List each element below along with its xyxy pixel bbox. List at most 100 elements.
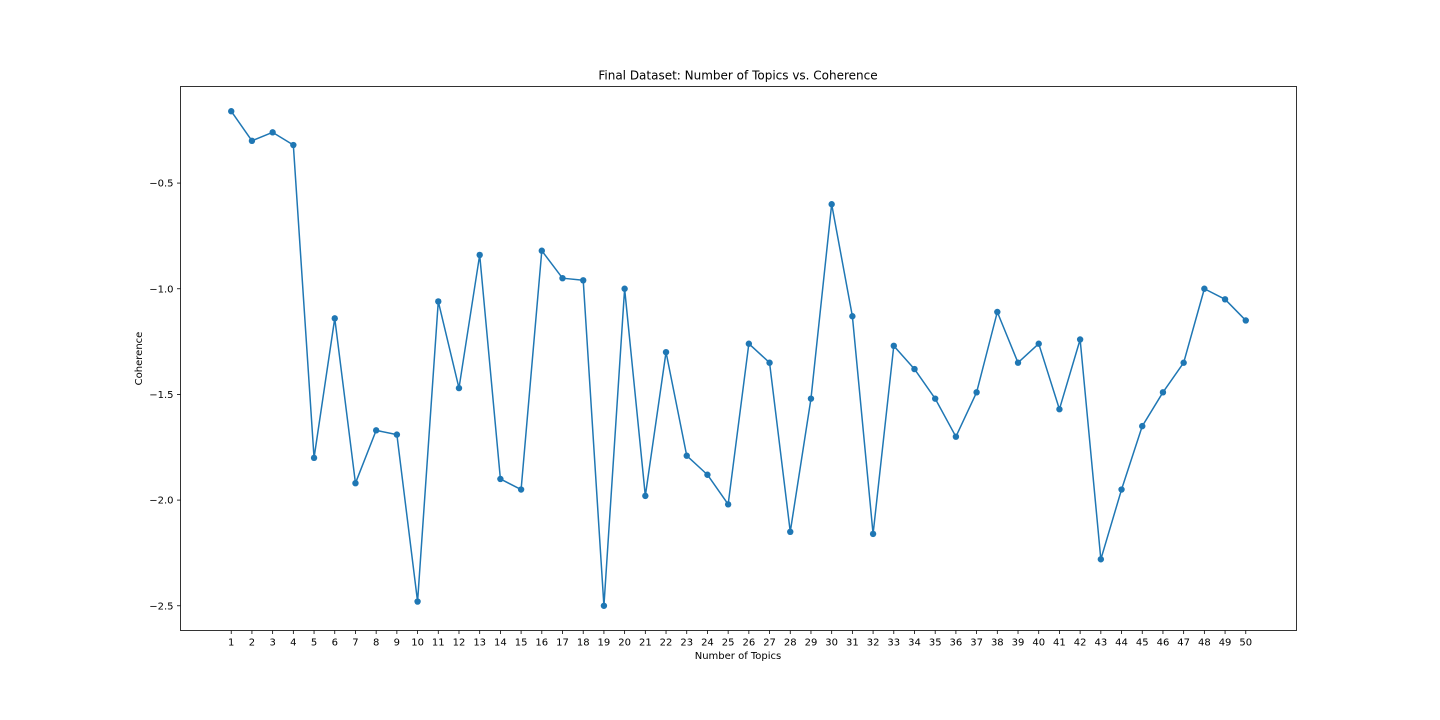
y-tick-label: −1.0 <box>149 284 173 295</box>
x-tick-label: 40 <box>1032 638 1045 649</box>
x-axis: 1 2 3 4 5 6 7 8 9 10 11 12 13 14 15 16 17 18 19 20 21 22 23 24 2… <box>228 630 1252 649</box>
data-point <box>766 359 773 366</box>
x-axis-label: Number of Topics <box>695 651 782 662</box>
x-tick-label: 35 <box>929 638 942 649</box>
data-point <box>1118 486 1125 493</box>
x-tick-label: 26 <box>742 638 755 649</box>
data-point <box>1014 359 1022 366</box>
series-layer <box>228 108 1249 609</box>
data-point <box>952 433 960 440</box>
x-tick-label: 41 <box>1053 638 1066 649</box>
x-tick-label: 38 <box>991 638 1004 649</box>
data-point <box>787 528 794 535</box>
data-point <box>517 486 525 493</box>
data-point <box>994 308 1001 316</box>
data-point <box>476 251 483 259</box>
x-tick-label: 4 <box>290 638 296 649</box>
chart-title: Final Dataset: Number of Topics vs. Cohe… <box>598 69 877 83</box>
data-point <box>414 598 421 605</box>
x-tick-label: 36 <box>950 638 963 649</box>
data-point <box>1076 336 1084 343</box>
x-tick-label: 17 <box>556 638 569 649</box>
x-tick-label: 32 <box>867 638 880 649</box>
data-point <box>580 277 587 284</box>
x-tick-label: 3 <box>269 638 275 649</box>
x-tick-label: 12 <box>453 638 466 649</box>
data-point <box>1139 422 1146 430</box>
plot-frame <box>180 86 1297 631</box>
y-tick-label: −0.5 <box>149 179 173 190</box>
x-tick-label: 5 <box>311 638 317 649</box>
data-point <box>869 530 877 538</box>
data-point <box>310 454 318 462</box>
x-tick-label: 43 <box>1094 638 1107 649</box>
data-point <box>1242 317 1249 324</box>
x-tick-label: 28 <box>784 638 797 649</box>
x-tick-label: 10 <box>411 638 424 649</box>
data-point <box>890 342 897 350</box>
x-tick-label: 45 <box>1136 638 1149 649</box>
data-point <box>393 431 401 438</box>
data-point <box>1097 556 1105 563</box>
x-tick-label: 7 <box>352 638 358 649</box>
data-point <box>662 348 670 356</box>
data-point <box>435 298 442 305</box>
x-tick-label: 15 <box>515 638 528 649</box>
x-tick-label: 18 <box>577 638 590 649</box>
data-point <box>352 479 359 487</box>
x-tick-label: 22 <box>660 638 673 649</box>
data-point <box>1035 340 1042 347</box>
data-point <box>1180 359 1187 366</box>
x-tick-label: 50 <box>1239 638 1252 649</box>
data-point <box>849 313 856 320</box>
data-point <box>724 501 732 508</box>
x-tick-label: 30 <box>825 638 838 649</box>
y-axis-label: Coherence <box>134 332 145 386</box>
x-tick-label: 20 <box>618 638 631 649</box>
x-tick-label: 16 <box>535 638 548 649</box>
data-point <box>1056 406 1063 413</box>
x-tick-label: 23 <box>680 638 693 649</box>
data-point <box>807 395 815 402</box>
y-tick-label: −2.0 <box>149 496 173 507</box>
x-tick-label: 14 <box>494 638 507 649</box>
x-tick-label: 9 <box>394 638 400 649</box>
x-tick-label: 34 <box>908 638 921 649</box>
x-tick-label: 49 <box>1219 638 1232 649</box>
x-tick-label: 8 <box>373 638 379 649</box>
data-point <box>455 384 463 392</box>
x-tick-label: 6 <box>332 638 338 649</box>
data-point <box>331 315 338 322</box>
data-point <box>1221 296 1229 303</box>
data-point <box>683 452 690 459</box>
plot-area <box>180 86 1297 631</box>
data-point <box>621 285 628 292</box>
data-point <box>290 141 297 149</box>
x-tick-label: 37 <box>970 638 983 649</box>
data-point <box>932 395 939 402</box>
data-point <box>538 247 545 254</box>
data-point <box>1201 285 1208 292</box>
data-point <box>1159 389 1167 396</box>
data-point <box>269 129 276 136</box>
x-tick-label: 33 <box>887 638 900 649</box>
data-point <box>248 137 256 145</box>
x-tick-label: 31 <box>846 638 859 649</box>
x-tick-label: 29 <box>805 638 818 649</box>
data-point <box>228 108 235 115</box>
x-tick-label: 48 <box>1198 638 1211 649</box>
data-point <box>559 274 566 282</box>
x-tick-label: 13 <box>473 638 486 649</box>
x-tick-label: 44 <box>1115 638 1128 649</box>
data-point <box>973 389 980 396</box>
y-axis: −0.5 −1.0 −1.5 −2.0 −2.5 <box>149 179 181 612</box>
data-point <box>911 365 918 373</box>
data-point <box>497 475 504 483</box>
x-tick-label: 24 <box>701 638 714 649</box>
data-point <box>642 492 649 500</box>
data-point <box>745 340 753 347</box>
x-tick-label: 42 <box>1074 638 1087 649</box>
data-point <box>704 471 711 478</box>
x-tick-label: 25 <box>722 638 735 649</box>
